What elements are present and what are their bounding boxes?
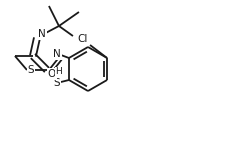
Text: H: H <box>55 67 62 77</box>
Text: S: S <box>28 65 34 75</box>
Text: O: O <box>48 69 56 79</box>
Text: Cl: Cl <box>78 34 88 44</box>
Text: S: S <box>54 78 60 88</box>
Text: N: N <box>38 29 46 39</box>
Text: N: N <box>53 49 61 59</box>
